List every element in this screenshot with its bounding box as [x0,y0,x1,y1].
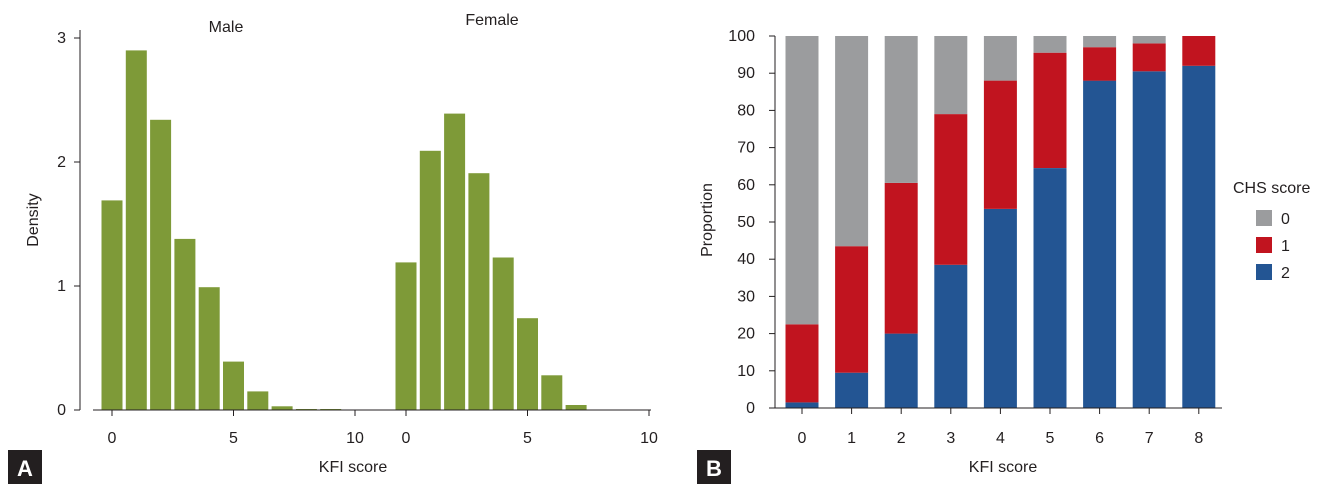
histogram-bar-female-0 [395,262,417,410]
x-tick-label: 8 [1194,430,1203,447]
x-tick-label: 2 [897,430,906,447]
legend-title: CHS score [1233,180,1310,197]
x-tick-label: 5 [1046,430,1055,447]
legend-label-0: 0 [1281,211,1290,228]
panel-a-y-ticks: 0 1 2 3 [57,30,80,419]
histogram-bar-male-6 [247,391,269,410]
y-tick-label: 0 [746,400,755,417]
stacked-bar-kfi-2-chs-1 [884,182,918,334]
y-tick-label: 3 [57,30,66,47]
legend-swatch-2 [1256,264,1272,280]
y-tick-label: 90 [737,65,755,82]
legend-label-1: 1 [1281,238,1290,255]
y-tick-label: 60 [737,177,755,194]
stacked-bar-kfi-1-chs-1 [835,246,869,373]
panel-b-y-ticks: 0 10 20 30 40 50 60 70 80 90 100 [728,28,775,417]
stacked-bar-kfi-0-chs-0 [785,36,819,325]
y-tick-label: 40 [737,251,755,268]
y-tick-label: 100 [728,28,755,45]
histogram-bar-female-1 [419,150,441,411]
histogram-bar-female-2 [444,113,466,410]
stacked-bar-kfi-1-chs-2 [835,372,869,408]
x-tick-label: 0 [798,430,807,447]
x-tick-label: 6 [1095,430,1104,447]
panel-b-bars [785,36,1216,409]
panel-b-x-ticks: 0 1 2 3 4 5 6 7 8 [798,408,1203,447]
x-tick-label: 3 [946,430,955,447]
histogram-bar-male-5 [223,361,244,410]
x-tick-label: 4 [996,430,1005,447]
y-tick-label: 70 [737,140,755,157]
panel-b-y-axis-label: Proportion [699,183,716,257]
stacked-bar-kfi-7-chs-0 [1132,36,1166,44]
stacked-bar-kfi-8-chs-1 [1182,36,1216,66]
histogram-bar-male-3 [174,238,196,410]
y-tick-label: 80 [737,102,755,119]
stacked-bar-kfi-0-chs-1 [785,324,819,403]
panel-a-y-axis-label: Density [25,193,42,246]
histogram-bar-male-2 [150,119,172,411]
panel-a-label: A [17,456,33,481]
stacked-bar-kfi-3-chs-2 [934,264,968,408]
panel-b-x-axis-label: KFI score [969,459,1038,476]
x-tick-label: 5 [229,430,238,447]
stacked-bar-kfi-4-chs-1 [983,80,1017,209]
stacked-bar-kfi-6-chs-2 [1083,80,1117,408]
stacked-bar-kfi-6-chs-0 [1083,36,1117,48]
histogram-bar-male-7 [271,406,293,410]
histogram-bar-male-4 [198,287,220,410]
x-tick-label: 10 [640,430,658,447]
histogram-bar-female-7 [565,405,587,410]
panel-a-x-axis-label: KFI score [319,459,388,476]
y-tick-label: 0 [57,402,66,419]
histogram-bar-female-4 [492,257,514,410]
y-tick-label: 10 [737,363,755,380]
panel-a-histogram: 0 1 2 3 0 5 10 0 5 10 Male Female Density KFI sc… [8,12,658,484]
stacked-bar-kfi-3-chs-1 [934,114,968,265]
stacked-bar-kfi-2-chs-2 [884,333,918,408]
panel-b-label: B [706,456,722,481]
histogram-bar-female-5 [517,318,538,410]
panel-a-bars [101,50,587,411]
stacked-bar-kfi-5-chs-0 [1033,36,1067,53]
x-tick-label: 5 [523,430,532,447]
facet-label-female: Female [465,12,518,29]
stacked-bar-kfi-4-chs-2 [983,209,1017,408]
legend: CHS score 0 1 2 [1233,180,1310,282]
panel-b-badge: B [697,450,731,484]
y-tick-label: 1 [57,278,66,295]
histogram-bar-female-6 [541,375,563,410]
x-tick-label: 10 [346,430,364,447]
legend-swatch-0 [1256,210,1272,226]
stacked-bar-kfi-7-chs-2 [1132,71,1166,409]
stacked-bar-kfi-4-chs-0 [983,36,1017,81]
panel-a-badge: A [8,450,42,484]
y-tick-label: 30 [737,288,755,305]
stacked-bar-kfi-5-chs-2 [1033,168,1067,408]
histogram-bar-male-1 [125,50,147,411]
legend-swatch-1 [1256,237,1272,253]
x-tick-label: 0 [402,430,411,447]
facet-label-male: Male [209,19,244,36]
stacked-bar-kfi-7-chs-1 [1132,43,1166,72]
stacked-bar-kfi-3-chs-0 [934,36,968,115]
stacked-bar-kfi-8-chs-2 [1182,65,1216,409]
panel-a-x-ticks: 0 5 10 0 5 10 [108,410,658,447]
stacked-bar-kfi-6-chs-1 [1083,47,1117,81]
histogram-bar-male-0 [101,200,123,410]
y-tick-label: 20 [737,326,755,343]
stacked-bar-kfi-0-chs-2 [785,402,819,408]
y-tick-label: 2 [57,154,66,171]
stacked-bar-kfi-1-chs-0 [835,36,869,247]
x-tick-label: 1 [847,430,856,447]
stacked-bar-kfi-5-chs-1 [1033,52,1067,169]
histogram-bar-female-3 [468,173,490,410]
stacked-bar-kfi-2-chs-0 [884,36,918,183]
x-tick-label: 7 [1145,430,1154,447]
y-tick-label: 50 [737,214,755,231]
x-tick-label: 0 [108,430,117,447]
legend-label-2: 2 [1281,265,1290,282]
